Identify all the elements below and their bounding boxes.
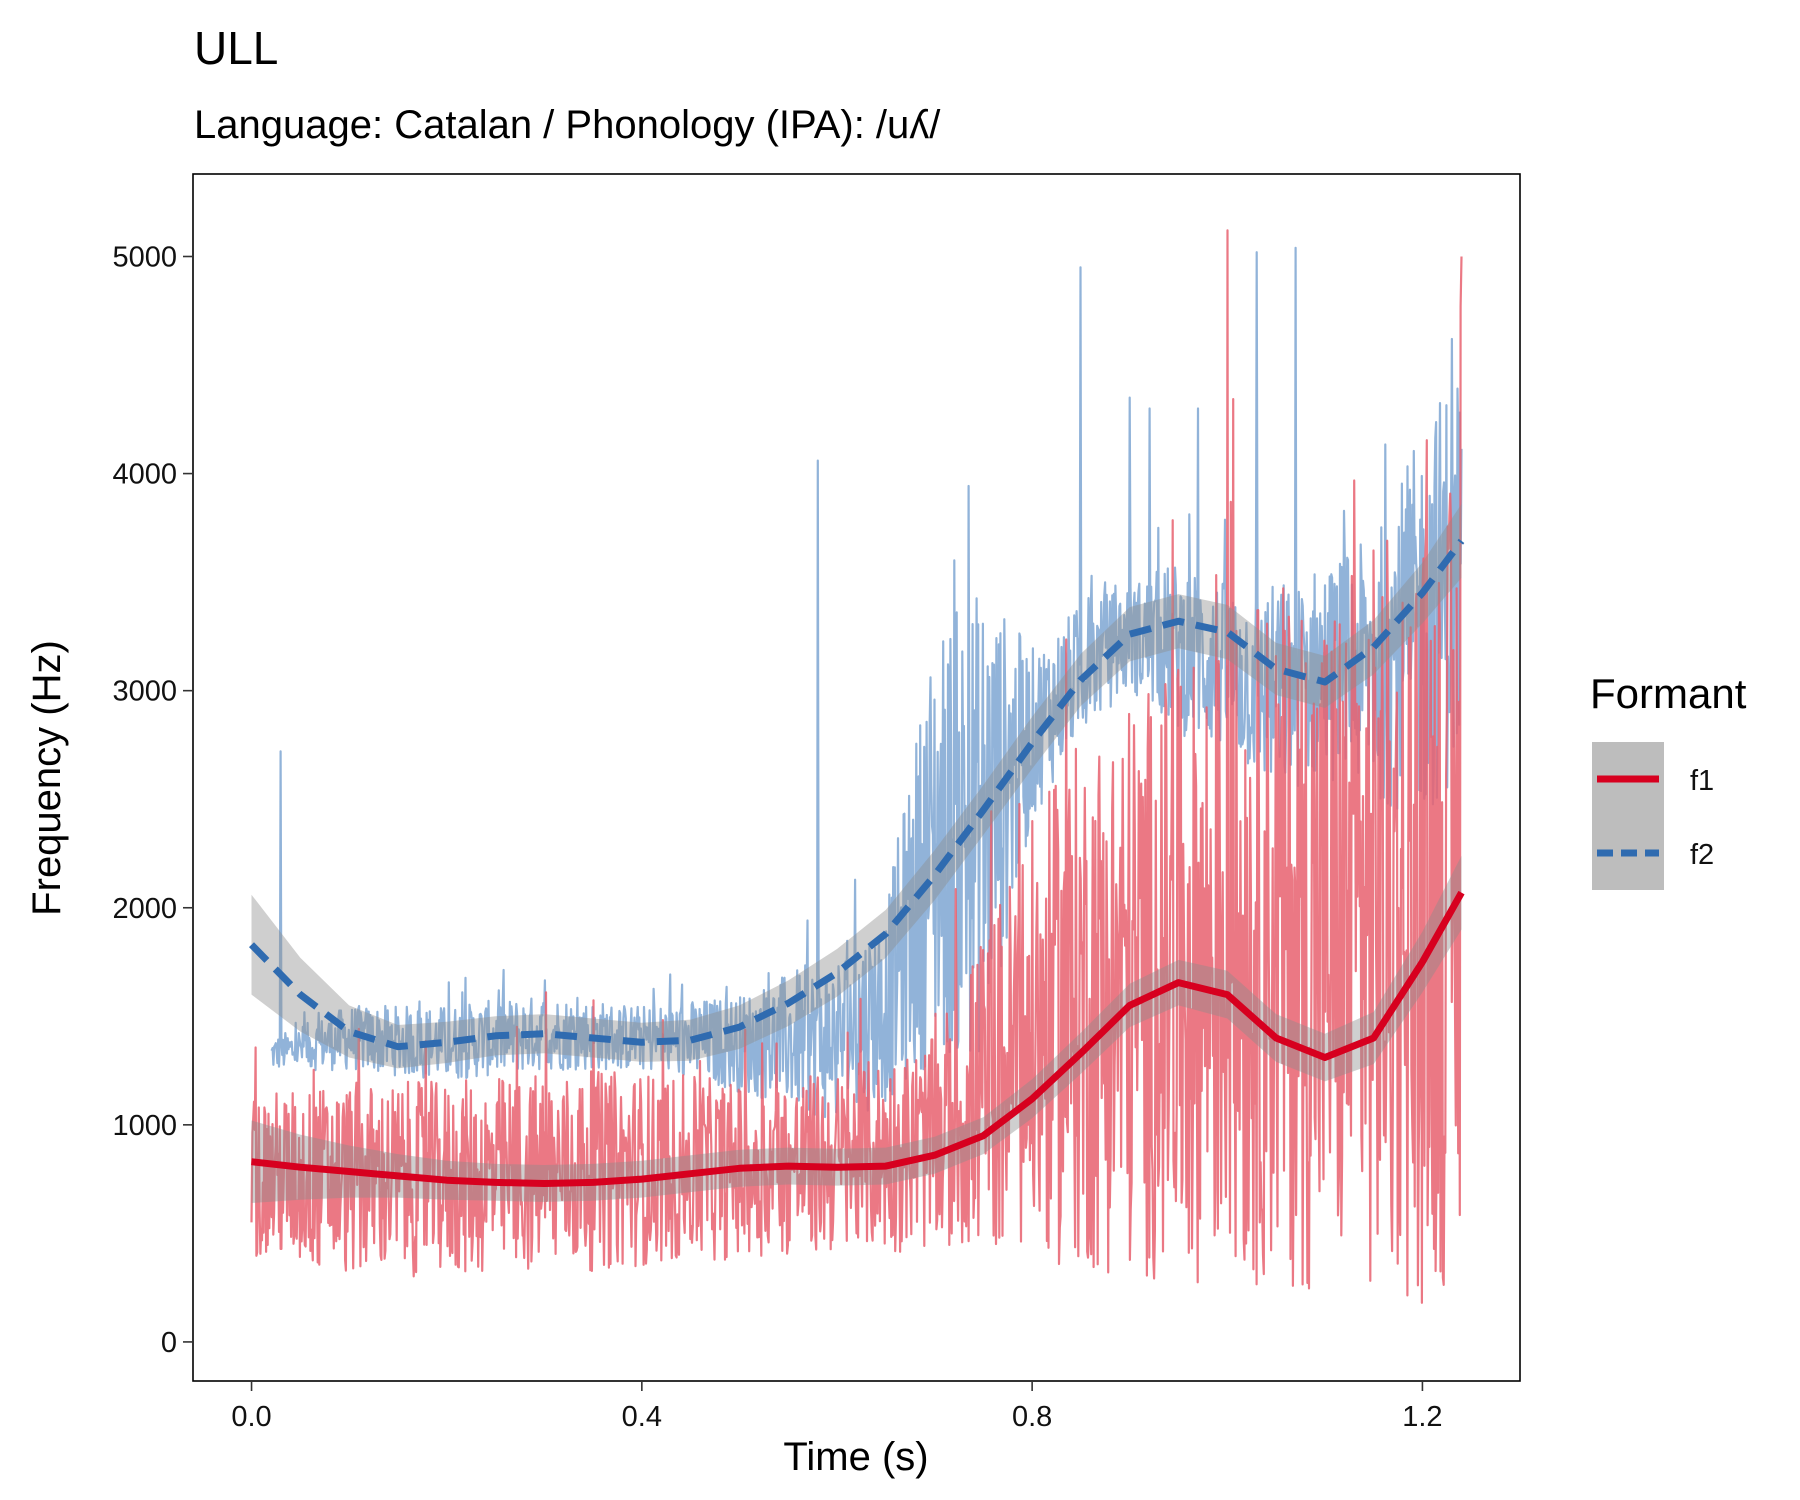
- y-tick-label: 4000: [112, 459, 177, 491]
- x-tick-label: 0.8: [1012, 1401, 1052, 1433]
- series-f1-smooth-line: [251, 890, 1465, 1187]
- y-axis-title: Frequency (Hz): [25, 640, 69, 916]
- plot-panel-border: [192, 173, 1521, 1382]
- chart-title: ULL: [194, 22, 278, 74]
- x-axis: 0.0 0.4 0.8 1.2: [231, 1381, 1443, 1433]
- legend-label-f1: f1: [1690, 765, 1714, 797]
- y-tick-label: 2000: [112, 893, 177, 925]
- series-f2-smooth-line: [248, 538, 1465, 1051]
- series-f2-raw-trace: [270, 246, 1463, 1119]
- chart-subtitle: Language: Catalan / Phonology (IPA): /uʎ…: [194, 103, 941, 147]
- legend-key-background: [1592, 742, 1664, 890]
- series-f1-ribbon: [251, 855, 1462, 1203]
- y-tick-label: 3000: [112, 676, 177, 708]
- plot-area: [248, 229, 1465, 1304]
- x-axis-title: Time (s): [783, 1435, 928, 1479]
- x-tick-label: 0.0: [231, 1401, 271, 1433]
- y-tick-label: 5000: [112, 241, 177, 273]
- legend-title: Formant: [1590, 670, 1747, 717]
- series-f1-raw-trace: [250, 229, 1463, 1304]
- x-tick-label: 0.4: [622, 1401, 662, 1433]
- y-tick-label: 0: [161, 1327, 177, 1359]
- legend: Formant f1 f2: [1590, 670, 1747, 890]
- y-tick-label: 1000: [112, 1110, 177, 1142]
- x-tick-label: 1.2: [1402, 1401, 1442, 1433]
- series-f2-ribbon: [251, 504, 1462, 1069]
- y-axis: 0 1000 2000 3000 4000 5000: [112, 241, 193, 1359]
- legend-label-f2: f2: [1690, 839, 1714, 871]
